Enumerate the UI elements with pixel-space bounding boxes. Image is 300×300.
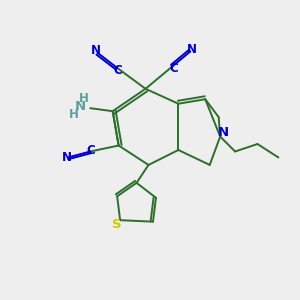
- Text: N: N: [91, 44, 101, 57]
- Text: C: C: [169, 62, 178, 75]
- Text: H: H: [69, 108, 79, 121]
- Text: C: C: [86, 144, 95, 158]
- Text: N: N: [218, 127, 229, 140]
- Text: N: N: [62, 151, 72, 164]
- Text: S: S: [112, 218, 122, 231]
- Text: N: N: [74, 100, 86, 112]
- Text: C: C: [114, 64, 122, 77]
- Text: H: H: [79, 92, 88, 105]
- Text: N: N: [187, 43, 197, 56]
